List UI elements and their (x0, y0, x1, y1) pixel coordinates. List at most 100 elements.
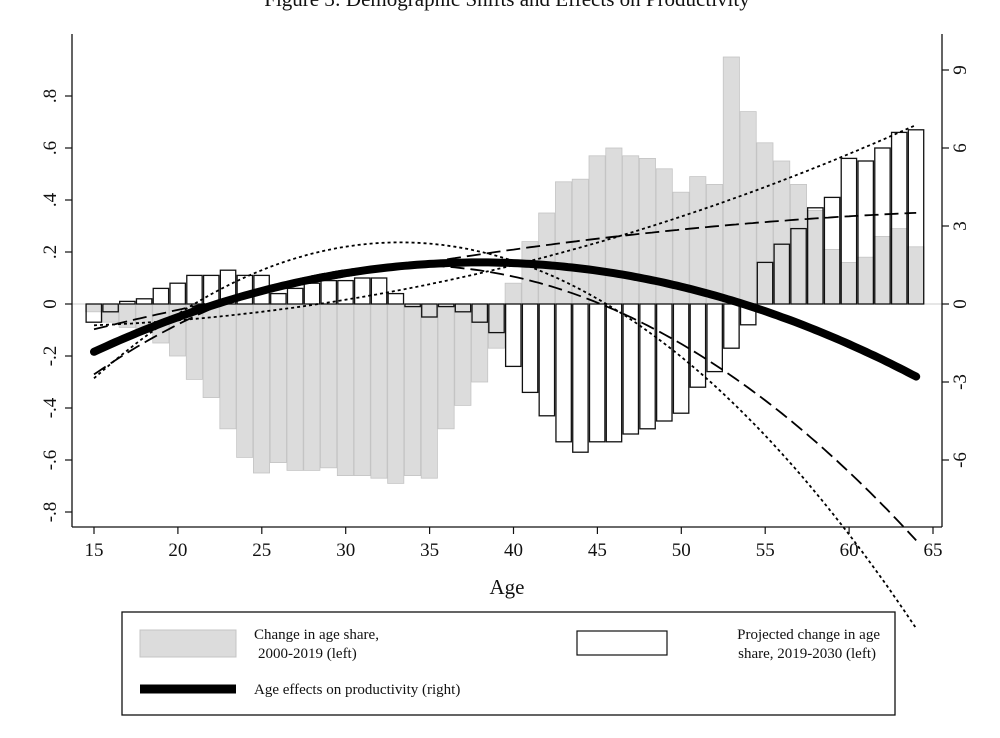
hist-bar-age-55 (756, 142, 774, 305)
x-tick-label-30: 30 (336, 540, 355, 561)
proj-bar-age-36 (437, 303, 455, 308)
hist-bar-age-41 (521, 241, 539, 305)
proj-bar-age-38 (471, 303, 489, 323)
proj-bar-age-33 (387, 292, 405, 305)
y-left-tick-label: -.2 (40, 346, 61, 367)
x-tick-label-40: 40 (504, 540, 523, 561)
x-tick-label-25: 25 (252, 540, 271, 561)
hist-bar-age-15 (85, 303, 103, 313)
proj-bar-age-18 (135, 298, 153, 305)
proj-bar-age-49 (655, 303, 673, 422)
hist-bar-age-47 (622, 155, 640, 305)
proj-bar-age-64 (907, 129, 925, 305)
proj-bars-group (85, 129, 925, 453)
hist-bar-age-16 (101, 303, 119, 323)
legend: Change in age share, 2000-2019 (left) Pr… (121, 611, 896, 716)
hist-bar-age-39 (487, 303, 505, 349)
hist-bar-age-60 (840, 261, 858, 305)
proj-bar-age-58 (807, 207, 824, 305)
hist-bar-age-38 (471, 303, 489, 383)
proj-bar-age-26 (270, 292, 287, 305)
proj-bar-age-56 (773, 243, 791, 305)
x-tick-label-60: 60 (840, 540, 859, 561)
hist-bar-age-24 (236, 303, 254, 458)
proj-bar-age-63 (890, 131, 908, 305)
proj-bar-age-19 (152, 287, 170, 305)
hist-bar-age-22 (202, 303, 220, 398)
proj-bar-age-42 (538, 303, 556, 417)
legend-hist-label-1: Change in age share, (254, 627, 379, 643)
x-tick-label-45: 45 (588, 540, 607, 561)
proj-bar-age-62 (874, 147, 891, 305)
proj-bar-age-50 (672, 303, 690, 414)
proj-bar-age-53 (723, 303, 740, 349)
proj-bar-age-47 (622, 303, 640, 435)
proj-bar-age-59 (823, 196, 841, 305)
proj-bar-age-34 (404, 303, 421, 308)
proj-bar-age-32 (370, 277, 388, 305)
proj-bar-age-39 (488, 303, 505, 334)
proj-bar-age-57 (790, 227, 807, 305)
hist-bar-age-28 (303, 303, 321, 471)
proj-bar-age-31 (353, 277, 371, 305)
proj-bar-age-44 (572, 303, 589, 453)
legend-swatch-proj (576, 630, 668, 656)
proj-bar-age-51 (689, 303, 707, 388)
proj-bar-age-41 (521, 303, 539, 394)
proj-bar-age-48 (639, 303, 656, 430)
hist-bar-age-26 (269, 303, 287, 464)
hist-bar-age-59 (823, 248, 841, 305)
y-right-tick-label: 9 (950, 65, 971, 75)
hist-bar-age-57 (789, 183, 807, 305)
proj-bar-age-16 (102, 303, 119, 313)
proj-bar-age-55 (756, 261, 774, 305)
figure-title: Figure 3: Demographic Shifts and Effects… (264, 0, 750, 11)
x-tick-label-55: 55 (756, 540, 775, 561)
y-left-tick-label: .6 (40, 141, 61, 155)
y-left-tick-label: -.4 (40, 397, 61, 418)
proj-bar-age-28 (303, 282, 321, 305)
legend-curve-label: Age effects on productivity (right) (254, 682, 460, 698)
proj-bar-age-40 (504, 303, 522, 368)
x-tick-label-50: 50 (672, 540, 691, 561)
x-tick-label-15: 15 (85, 540, 104, 561)
hist-bar-age-33 (387, 303, 405, 484)
y-right-tick-label: 3 (950, 221, 971, 231)
hist-bar-age-45 (588, 155, 606, 305)
proj-bar-age-37 (454, 303, 472, 313)
hist-bar-age-46 (605, 147, 623, 305)
hist-bar-age-61 (857, 256, 875, 305)
x-tick-label-35: 35 (420, 540, 439, 561)
x-ticks: 15 20 25 30 35 40 45 50 55 60 65 (85, 527, 943, 561)
y-right-tick-label: 6 (950, 143, 971, 153)
productivity-curve (90, 258, 921, 381)
hist-bar-age-30 (336, 303, 354, 477)
proj-bar-age-29 (320, 279, 338, 305)
hist-bar-age-25 (253, 303, 270, 474)
hist-bar-age-29 (320, 303, 338, 469)
x-tick-label-65: 65 (924, 540, 943, 561)
hist-bar-age-35 (420, 303, 438, 479)
proj-bar-age-60 (840, 157, 858, 305)
legend-box (121, 611, 896, 716)
y-left-tick-label: -.6 (40, 450, 61, 471)
hist-bar-age-32 (370, 303, 388, 479)
outer-band-upper (93, 124, 917, 327)
outer-band-lower (93, 241, 917, 629)
hist-bar-age-36 (437, 303, 455, 430)
legend-hist-label-2: 2000-2019 (left) (258, 646, 357, 662)
y-right-tick-label: 0 (950, 299, 971, 309)
y-right-tick-label: -6 (950, 452, 971, 468)
proj-bar-age-20 (169, 282, 187, 305)
y-left-tick-label: -.8 (40, 502, 61, 523)
proj-bar-age-17 (119, 300, 136, 305)
proj-bar-age-43 (555, 303, 572, 443)
hist-bar-age-52 (706, 183, 724, 305)
hist-bar-age-58 (806, 209, 824, 305)
hist-bar-age-63 (890, 228, 908, 305)
hist-bar-age-62 (873, 235, 891, 305)
hist-bar-age-54 (739, 111, 757, 305)
hist-bar-age-53 (722, 56, 740, 305)
hist-bar-age-34 (404, 303, 422, 477)
hist-bar-age-40 (504, 282, 522, 305)
